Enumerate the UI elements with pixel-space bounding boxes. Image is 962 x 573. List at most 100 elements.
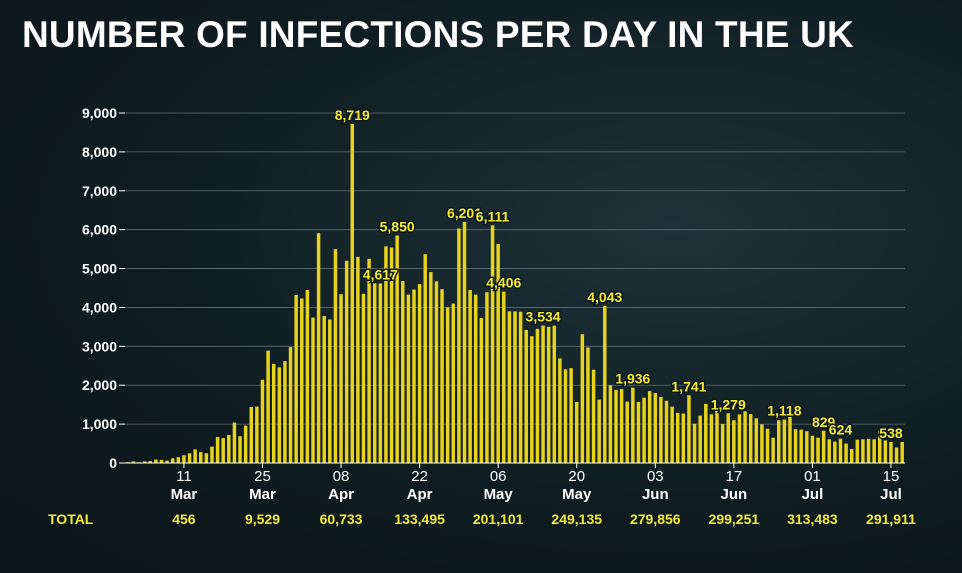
bar [535, 328, 540, 463]
bar [541, 325, 545, 463]
x-tick-month: Mar [249, 486, 276, 503]
bar [687, 395, 691, 463]
x-tick-day: 08 [333, 468, 350, 485]
bar [210, 446, 214, 463]
bar [170, 458, 175, 463]
bar [372, 283, 377, 463]
bar [670, 406, 674, 463]
bar [255, 406, 259, 463]
bar [227, 435, 231, 463]
bar [333, 249, 338, 463]
bar [406, 294, 411, 463]
bar [782, 419, 787, 463]
bar [777, 420, 781, 463]
bar [389, 247, 394, 463]
x-tick-day: 25 [254, 468, 271, 485]
bar [462, 221, 467, 463]
total-value: 279,856 [630, 511, 681, 527]
bar-value-label: 5,850 [380, 219, 415, 235]
bar [395, 235, 399, 463]
x-tick-month: Jun [642, 486, 669, 503]
bar [754, 418, 759, 463]
bar [726, 413, 730, 463]
y-tick-label: 0 [109, 455, 117, 471]
bar [603, 305, 607, 463]
bar-value-label: 1,118 [767, 403, 801, 419]
bar [417, 284, 422, 463]
bar [810, 435, 815, 463]
total-value: 133,495 [394, 511, 445, 527]
bar-value-label: 829 [812, 414, 836, 430]
bar [300, 298, 304, 463]
bar [821, 430, 826, 463]
total-value: 201,101 [473, 511, 524, 527]
bar [384, 246, 388, 463]
totals-row: 456 9,529 60,733 133,495 201,101 249,135 279,8… [48, 511, 916, 527]
bar [221, 438, 225, 463]
bar [715, 410, 719, 463]
bar [401, 281, 405, 463]
bar [176, 457, 181, 463]
bar [468, 289, 472, 463]
bar [328, 319, 332, 463]
bar [513, 311, 517, 463]
bar [277, 367, 282, 463]
bar-value-label: 4,617 [363, 266, 398, 282]
bar [855, 439, 860, 463]
bar [232, 422, 237, 463]
x-tick-month: Jul [880, 486, 902, 503]
bar [894, 447, 899, 463]
bar [339, 294, 343, 463]
bar [423, 254, 427, 463]
bar [642, 397, 646, 463]
x-tick-month: Jul [802, 486, 824, 503]
y-tick-label: 3,000 [82, 338, 117, 354]
bar [344, 260, 349, 463]
bar [473, 294, 478, 463]
bar [900, 442, 904, 463]
bar [305, 289, 310, 463]
bar [367, 258, 371, 463]
bar [889, 442, 893, 463]
bar [743, 411, 747, 463]
x-tick-month: May [484, 486, 514, 503]
bar [805, 431, 809, 463]
bar [182, 455, 186, 463]
bar [866, 438, 871, 463]
bar [165, 460, 169, 463]
bar [204, 453, 209, 463]
bar [614, 389, 618, 463]
bar [524, 330, 528, 463]
bar [148, 461, 152, 463]
bar [154, 459, 158, 463]
total-value: 313,483 [787, 511, 838, 527]
bar-value-label: 6,111 [476, 208, 510, 224]
y-axis-ticks: 0 1,000 2,000 3,000 4,000 5,000 6,000 7,000 8,00… [82, 105, 125, 471]
bar-value-label: 1,279 [711, 396, 746, 412]
total-value: 299,251 [709, 511, 760, 527]
bar [883, 440, 888, 463]
x-tick-month: Apr [407, 486, 433, 503]
x-tick-day: 22 [411, 468, 428, 485]
bar [199, 452, 203, 463]
x-tick-day: 11 [176, 468, 192, 485]
x-tick-month: Jun [721, 486, 748, 503]
bar [625, 401, 629, 463]
bar [586, 347, 590, 463]
bar [664, 400, 669, 463]
bar [580, 334, 585, 463]
bar [838, 438, 843, 463]
bar [507, 311, 512, 463]
bar [631, 387, 635, 463]
bar [675, 412, 680, 463]
bar [692, 423, 697, 463]
bar [698, 415, 702, 463]
bar [827, 439, 831, 463]
bar [502, 291, 506, 463]
bar [608, 385, 613, 463]
total-value: 249,135 [551, 511, 602, 527]
bar [849, 449, 854, 463]
y-tick-label: 5,000 [82, 261, 117, 277]
